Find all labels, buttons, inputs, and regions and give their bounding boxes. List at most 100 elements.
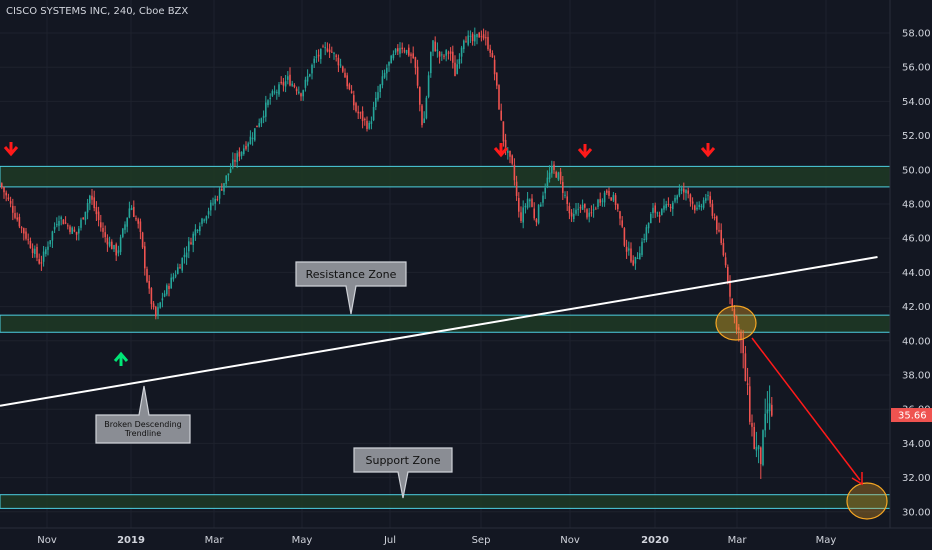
resistance-zone [0,165,891,188]
candle-body [438,51,441,57]
candle-body [82,217,84,220]
candle-body [443,55,445,57]
candle-body [412,53,414,59]
candle-body [31,248,34,254]
candle-body [509,150,511,157]
price-tick-label: 38.00 [902,371,931,382]
candle-body [548,172,551,180]
price-tick-label: 52.00 [902,131,931,142]
candle-body [584,203,586,208]
candle-body [577,208,579,210]
target-circle [846,482,888,520]
candle-body [135,218,137,220]
candle-body [436,49,439,52]
candle-body [729,280,731,297]
candle-body [533,208,535,219]
candle-body [229,169,232,173]
candle-body [251,137,254,140]
candle-body [232,159,234,168]
candle-body [192,233,194,246]
candle-body [447,52,450,54]
candle-body [557,172,560,180]
candle-body [159,302,161,308]
arrow-down-icon [493,143,509,158]
candle-body [223,183,225,192]
candle-body [399,47,401,54]
candle-body [720,229,722,244]
candle-body [760,447,762,465]
candle-body [562,181,564,193]
candle-body [291,83,293,86]
candle-body [421,105,423,126]
candle-body [735,316,738,330]
projection-arrow-line [751,337,861,481]
candle-body [419,87,421,105]
candle-body [672,202,674,210]
candle-body [731,299,733,307]
candle-body [214,198,216,204]
trendline-layer [0,256,878,407]
price-axis[interactable]: 58.00 56.00 54.00 52.00 50.00 48.00 46.00 44.00… [891,29,932,519]
candle-body [67,225,69,227]
candle-body [553,164,555,171]
candle-body [40,262,43,264]
annotation-layer: Resistance Zone Support Zone Broken Descen… [3,142,888,520]
candle-body [432,40,434,52]
candle-body [265,102,267,117]
candle-body [555,172,557,178]
candle-body [381,76,384,86]
candle-body [320,49,322,59]
candle-body [201,218,203,224]
candle-body [702,200,705,208]
candle-body [29,240,32,249]
candle-body [20,227,23,229]
candle-body [416,66,419,86]
candle-body [452,51,454,63]
candle-body [53,226,56,230]
price-tick-label: 56.00 [902,63,931,74]
candle-body [141,232,144,248]
price-tick-label: 50.00 [902,165,931,176]
candle-body [188,241,190,252]
candle-body [271,91,274,96]
arrow-down-icon [577,144,593,159]
candle-body [718,230,720,232]
candle-body [634,256,637,264]
candle-body [707,195,709,197]
candle-body [278,84,280,95]
candle-body [25,231,27,239]
candle-body [258,123,260,127]
candle-body [60,217,62,220]
candle-body [713,217,716,219]
candle-body [460,47,463,57]
candle-body [606,190,608,193]
candle-body [423,118,425,124]
candle-body [234,159,236,162]
support-zone-label-text: Support Zone [366,454,441,467]
price-tick-label: 44.00 [902,268,931,279]
candle-body [542,195,544,203]
candle-body [111,241,113,250]
candle-body [746,383,749,385]
candle-body [724,257,727,266]
candle-body [603,192,606,203]
chart-title: CISCO SYSTEMS INC, 240, Cboe BZX [6,6,188,17]
candle-body [663,205,665,210]
candle-body [454,62,456,77]
candle-body [689,194,692,202]
candle-body [757,445,760,450]
time-axis[interactable]: Nov 2019 Mar May Jul Sep Nov 2020 Mar May [0,527,932,546]
candle-body [410,54,412,56]
time-tick-label: Nov [560,535,580,546]
candle-body [5,192,7,196]
candle-body [207,211,210,215]
candle-body [705,198,707,201]
candle-body [78,228,80,234]
candle-body [287,76,289,80]
candle-body [687,190,689,194]
candle-body [128,208,131,218]
candle-body [474,34,476,42]
candle-body [102,228,104,232]
